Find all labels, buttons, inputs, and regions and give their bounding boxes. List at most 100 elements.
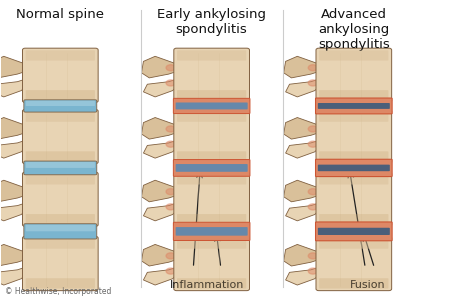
FancyBboxPatch shape — [319, 238, 387, 249]
Text: Early ankylosing
spondylitis: Early ankylosing spondylitis — [157, 8, 266, 36]
Circle shape — [166, 65, 175, 71]
FancyBboxPatch shape — [177, 278, 246, 289]
FancyBboxPatch shape — [177, 50, 246, 61]
Polygon shape — [285, 267, 318, 285]
FancyBboxPatch shape — [26, 225, 95, 231]
FancyBboxPatch shape — [315, 236, 391, 291]
Circle shape — [308, 141, 317, 147]
FancyBboxPatch shape — [315, 222, 391, 241]
Polygon shape — [143, 140, 176, 158]
Polygon shape — [285, 79, 318, 97]
Circle shape — [308, 253, 317, 259]
Circle shape — [308, 65, 317, 71]
Circle shape — [308, 189, 317, 195]
FancyBboxPatch shape — [319, 278, 387, 289]
Circle shape — [308, 80, 317, 86]
Circle shape — [166, 253, 175, 259]
FancyBboxPatch shape — [174, 236, 249, 291]
FancyBboxPatch shape — [26, 112, 95, 122]
FancyBboxPatch shape — [24, 224, 96, 239]
FancyBboxPatch shape — [177, 112, 246, 122]
FancyBboxPatch shape — [26, 174, 95, 184]
Polygon shape — [141, 56, 176, 78]
FancyBboxPatch shape — [317, 228, 389, 235]
FancyBboxPatch shape — [22, 110, 98, 164]
FancyBboxPatch shape — [26, 90, 95, 101]
Polygon shape — [285, 140, 318, 158]
Polygon shape — [0, 180, 25, 202]
Circle shape — [166, 141, 175, 147]
FancyBboxPatch shape — [26, 151, 95, 162]
Polygon shape — [285, 203, 318, 221]
FancyBboxPatch shape — [319, 174, 387, 184]
Circle shape — [166, 268, 175, 274]
FancyBboxPatch shape — [26, 214, 95, 224]
Polygon shape — [143, 79, 176, 97]
FancyBboxPatch shape — [315, 98, 391, 114]
Polygon shape — [0, 56, 25, 78]
FancyBboxPatch shape — [26, 50, 95, 61]
Polygon shape — [143, 267, 176, 285]
FancyBboxPatch shape — [315, 110, 391, 164]
Text: Fusion: Fusion — [349, 280, 385, 290]
FancyBboxPatch shape — [175, 164, 247, 172]
FancyBboxPatch shape — [319, 90, 387, 101]
Circle shape — [166, 80, 175, 86]
Polygon shape — [283, 118, 318, 139]
FancyBboxPatch shape — [174, 110, 249, 164]
Polygon shape — [141, 180, 176, 202]
FancyBboxPatch shape — [315, 172, 391, 226]
FancyBboxPatch shape — [177, 174, 246, 184]
FancyBboxPatch shape — [315, 48, 391, 103]
Circle shape — [308, 204, 317, 210]
FancyBboxPatch shape — [317, 165, 389, 171]
FancyBboxPatch shape — [22, 48, 98, 103]
Polygon shape — [0, 203, 25, 221]
FancyBboxPatch shape — [173, 98, 249, 114]
FancyBboxPatch shape — [175, 103, 247, 110]
Circle shape — [308, 126, 317, 132]
Text: © Healthwise, Incorporated: © Healthwise, Incorporated — [5, 287, 112, 296]
Polygon shape — [141, 244, 176, 266]
Circle shape — [166, 204, 175, 210]
FancyBboxPatch shape — [174, 172, 249, 226]
Polygon shape — [0, 118, 25, 139]
FancyBboxPatch shape — [22, 172, 98, 226]
Circle shape — [308, 268, 317, 274]
Polygon shape — [283, 56, 318, 78]
FancyBboxPatch shape — [22, 236, 98, 291]
FancyBboxPatch shape — [315, 159, 391, 177]
Circle shape — [166, 189, 175, 195]
Polygon shape — [143, 203, 176, 221]
FancyBboxPatch shape — [24, 161, 96, 175]
Polygon shape — [0, 140, 25, 158]
Polygon shape — [0, 79, 25, 97]
FancyBboxPatch shape — [177, 90, 246, 101]
Polygon shape — [141, 118, 176, 139]
Polygon shape — [283, 244, 318, 266]
Text: Advanced
ankylosing
spondylitis: Advanced ankylosing spondylitis — [317, 8, 389, 51]
Circle shape — [166, 126, 175, 132]
FancyBboxPatch shape — [26, 238, 95, 249]
Polygon shape — [283, 180, 318, 202]
Polygon shape — [0, 244, 25, 266]
FancyBboxPatch shape — [24, 100, 96, 112]
FancyBboxPatch shape — [173, 222, 249, 241]
Text: Normal spine: Normal spine — [16, 8, 104, 21]
Polygon shape — [0, 267, 25, 285]
FancyBboxPatch shape — [317, 103, 389, 109]
FancyBboxPatch shape — [174, 48, 249, 103]
FancyBboxPatch shape — [26, 101, 95, 106]
Text: Inflammation: Inflammation — [169, 280, 244, 290]
FancyBboxPatch shape — [26, 162, 95, 168]
FancyBboxPatch shape — [175, 227, 247, 236]
FancyBboxPatch shape — [319, 151, 387, 162]
FancyBboxPatch shape — [319, 50, 387, 61]
FancyBboxPatch shape — [173, 160, 249, 176]
FancyBboxPatch shape — [177, 214, 246, 224]
FancyBboxPatch shape — [319, 214, 387, 224]
FancyBboxPatch shape — [26, 278, 95, 289]
FancyBboxPatch shape — [319, 112, 387, 122]
FancyBboxPatch shape — [177, 238, 246, 249]
FancyBboxPatch shape — [177, 151, 246, 162]
